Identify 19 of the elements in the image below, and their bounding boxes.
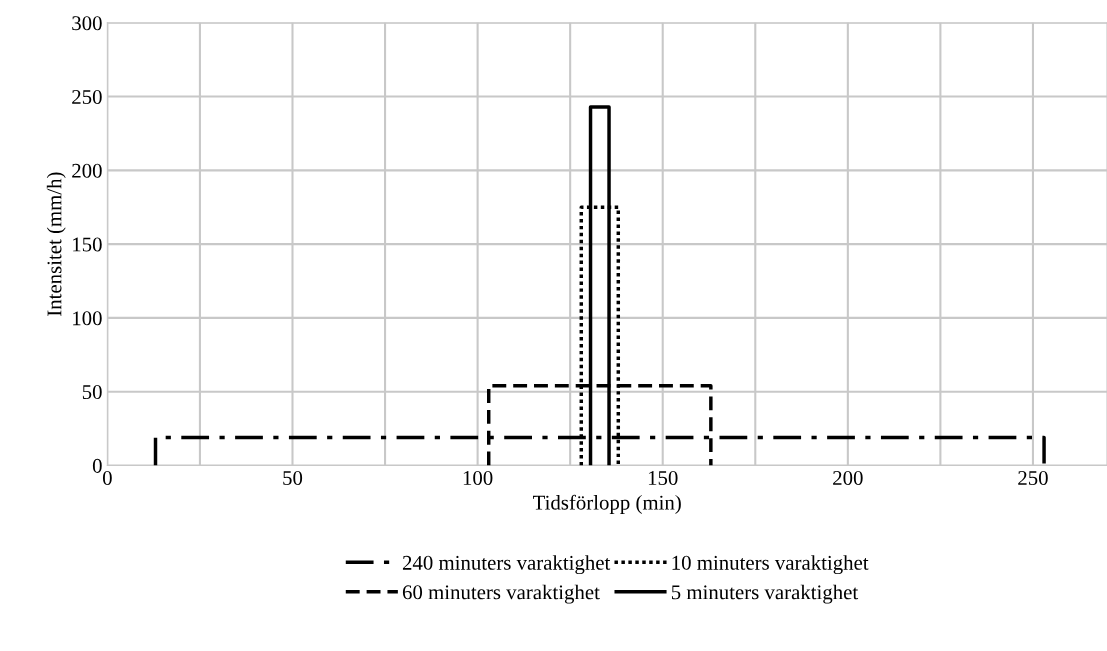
legend-label: 60 minuters varaktighet	[402, 584, 600, 604]
y-tick-label: 50	[82, 385, 102, 400]
x-tick-label: 0	[102, 470, 112, 485]
y-tick-label: 200	[72, 163, 102, 178]
x-axis-title: Tidsförlopp (min)	[533, 494, 681, 514]
x-tick-label: 250	[1018, 470, 1048, 485]
y-tick-label: 300	[72, 16, 102, 31]
y-axis-title: Intensitet (mm/h)	[46, 172, 66, 316]
y-tick-label: 0	[92, 458, 102, 473]
y-tick-label: 150	[73, 237, 102, 252]
x-tick-label: 100	[463, 470, 493, 485]
x-tick-label: 200	[833, 470, 863, 485]
y-tick-label: 250	[72, 89, 102, 104]
y-tick-label: 100	[73, 311, 102, 326]
legend-label: 240 minuters varaktighet	[402, 555, 611, 575]
legend-label: 5 minuters varaktighet	[671, 584, 859, 604]
x-tick-label: 50	[283, 470, 303, 485]
x-tick-label: 150	[648, 470, 678, 485]
legend-label: 10 minuters varaktighet	[672, 555, 869, 575]
